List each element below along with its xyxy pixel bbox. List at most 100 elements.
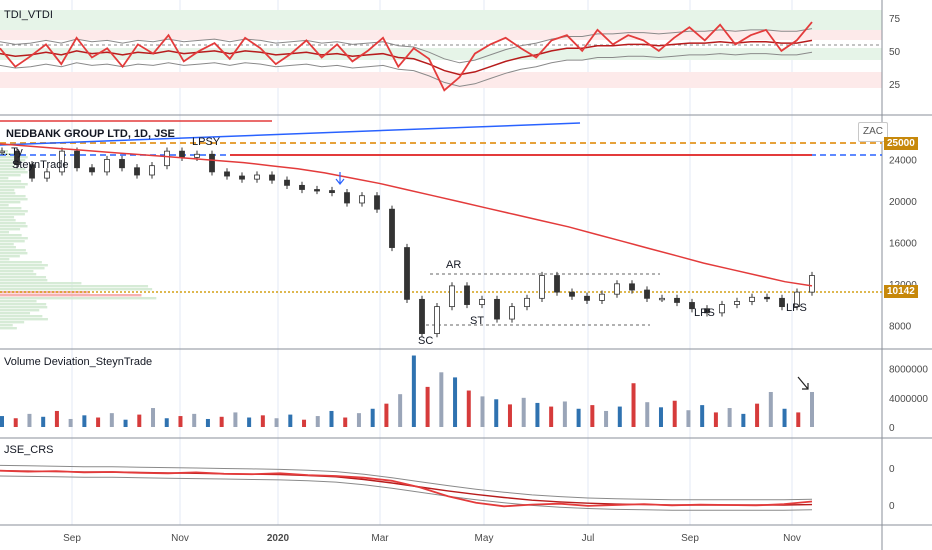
volume-bar xyxy=(686,410,691,427)
profile-bar xyxy=(0,219,16,222)
candle-body xyxy=(494,298,500,320)
volume-bar xyxy=(288,414,293,427)
candle-body xyxy=(674,297,680,303)
candle-body xyxy=(119,159,125,169)
annotation-ar: AR xyxy=(446,259,461,271)
volume-bar xyxy=(796,412,801,427)
y-tick-label: 8000000 xyxy=(889,365,928,376)
y-tick-label: 4000000 xyxy=(889,394,928,405)
volume-bar xyxy=(27,413,32,427)
x-tick-label: Nov xyxy=(171,533,189,544)
candle-body xyxy=(779,297,785,308)
profile-bar xyxy=(0,195,26,198)
candle-body xyxy=(29,164,35,179)
candle-body xyxy=(509,306,515,320)
blue-trend-line xyxy=(0,122,581,146)
candle-body xyxy=(389,208,395,248)
volume-bar xyxy=(535,402,540,427)
candle-body xyxy=(704,308,710,314)
volume-bar xyxy=(713,412,718,427)
candle-body xyxy=(104,159,110,173)
y-tick-label: 8000 xyxy=(889,321,912,332)
candle-body xyxy=(629,283,635,291)
price-series xyxy=(0,143,815,338)
volume-bar xyxy=(480,396,485,427)
volume-bar xyxy=(315,416,320,427)
profile-bar xyxy=(0,315,43,318)
volume-bar xyxy=(137,414,142,427)
profile-bar xyxy=(0,213,25,216)
profile-bar xyxy=(0,303,47,306)
candle-body xyxy=(584,295,590,301)
profile-bar xyxy=(0,159,26,162)
candle-body xyxy=(689,302,695,310)
profile-bar xyxy=(0,171,28,174)
crs-upper-band xyxy=(0,464,813,501)
profile-bar xyxy=(0,306,48,309)
profile-bar xyxy=(0,189,15,192)
currency-button[interactable]: ZAC xyxy=(858,122,888,142)
profile-bar xyxy=(0,255,20,258)
volume-bar xyxy=(782,408,787,427)
y-tick-label: 25 xyxy=(889,80,901,91)
candle-body xyxy=(434,306,440,334)
profile-bar xyxy=(0,327,17,330)
y-tick-label: 50 xyxy=(889,47,901,58)
arrow-icon xyxy=(797,376,809,390)
volume-bar xyxy=(398,394,403,427)
profile-bar xyxy=(0,153,21,156)
candle-body xyxy=(554,275,560,293)
candle-body xyxy=(749,296,755,302)
volume-bar xyxy=(164,418,169,427)
candle-body xyxy=(299,184,305,190)
profile-bar xyxy=(0,240,25,243)
candle-body xyxy=(329,190,335,194)
profile-bar xyxy=(0,183,28,186)
volume-bar xyxy=(755,403,760,427)
profile-bar xyxy=(0,162,15,165)
profile-bar xyxy=(0,234,22,237)
crs-series xyxy=(0,464,813,511)
annotation-sc: SC xyxy=(418,335,433,347)
profile-bar xyxy=(0,198,28,201)
tdi-upper-band xyxy=(0,28,813,64)
tdi-series xyxy=(0,21,813,92)
volume-bar xyxy=(494,399,499,427)
profile-bar xyxy=(0,177,9,180)
profile-bar xyxy=(0,237,28,240)
profile-bar xyxy=(0,297,157,300)
tdi-lower-band xyxy=(0,51,813,87)
volume-bar xyxy=(590,405,595,427)
candle-body xyxy=(599,293,605,301)
profile-bar xyxy=(0,225,28,228)
profile-bar xyxy=(0,312,31,315)
y-tick-label: 75 xyxy=(889,14,901,25)
y-tick-label: 16000 xyxy=(889,238,917,249)
candle-body xyxy=(479,298,485,305)
profile-bar xyxy=(0,249,26,252)
profile-bar xyxy=(0,165,16,168)
volume-bar xyxy=(631,383,636,427)
down-arrow-icon xyxy=(335,172,345,185)
volume-bar xyxy=(68,418,73,427)
volume-bar xyxy=(205,418,210,427)
profile-bar xyxy=(0,192,16,195)
candle-body xyxy=(644,289,650,299)
profile-bar xyxy=(0,267,45,270)
volume-bar xyxy=(439,372,444,427)
candle-body xyxy=(359,195,365,204)
x-tick-label: Nov xyxy=(783,533,801,544)
candle-body xyxy=(224,171,230,177)
profile-bar xyxy=(0,276,47,279)
volume-bar xyxy=(727,408,732,427)
volume-bar xyxy=(41,416,46,427)
candle-body xyxy=(239,175,245,180)
profile-bar xyxy=(0,201,21,204)
annotation-lps: LPS xyxy=(694,307,715,319)
candle-body xyxy=(809,275,815,293)
profile-bar xyxy=(0,258,10,261)
volume-bar xyxy=(521,397,526,427)
profile-bar xyxy=(0,210,28,213)
profile-bar xyxy=(0,216,15,219)
